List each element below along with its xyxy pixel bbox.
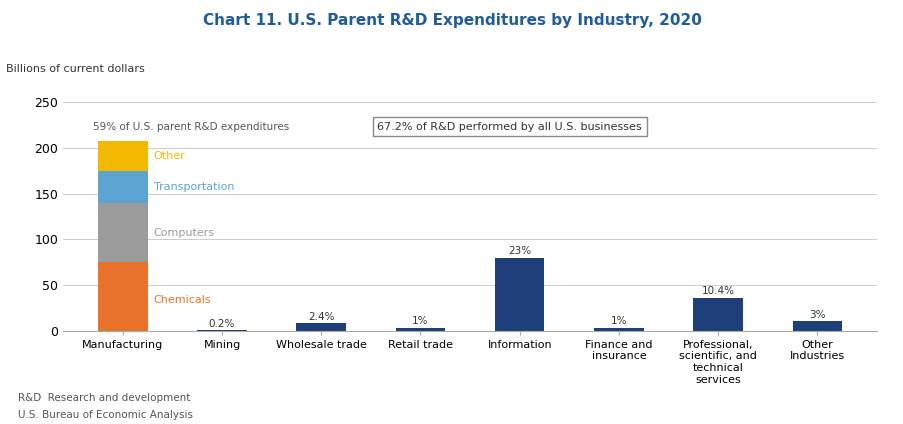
Text: 0.2%: 0.2%	[209, 319, 235, 329]
Text: Chemicals: Chemicals	[154, 295, 211, 305]
Bar	[98, 203, 147, 262]
Text: 59% of U.S. parent R&D expenditures: 59% of U.S. parent R&D expenditures	[93, 122, 289, 131]
Bar	[593, 327, 643, 331]
Text: 1%: 1%	[610, 316, 627, 326]
Text: Other: Other	[154, 151, 185, 161]
Bar	[792, 321, 842, 331]
Bar	[396, 327, 445, 331]
Text: 23%: 23%	[507, 246, 531, 257]
Text: 67.2% of R&D performed by all U.S. businesses: 67.2% of R&D performed by all U.S. busin…	[377, 122, 641, 131]
Bar	[98, 141, 147, 171]
Text: Billions of current dollars: Billions of current dollars	[6, 64, 144, 74]
Bar	[296, 323, 346, 331]
Bar	[98, 171, 147, 203]
Text: 1%: 1%	[412, 316, 428, 326]
Text: U.S. Bureau of Economic Analysis: U.S. Bureau of Economic Analysis	[18, 410, 193, 420]
Text: Computers: Computers	[154, 228, 214, 237]
Text: 3%: 3%	[808, 310, 824, 320]
Text: Chart 11. U.S. Parent R&D Expenditures by Industry, 2020: Chart 11. U.S. Parent R&D Expenditures b…	[202, 13, 701, 28]
Bar	[98, 262, 147, 331]
Text: R&D  Research and development: R&D Research and development	[18, 393, 191, 403]
Text: Transportation: Transportation	[154, 182, 234, 192]
Bar	[494, 258, 544, 331]
Bar	[197, 330, 247, 331]
Text: 10.4%: 10.4%	[701, 286, 734, 296]
Text: 2.4%: 2.4%	[308, 312, 334, 322]
Bar	[693, 298, 742, 331]
